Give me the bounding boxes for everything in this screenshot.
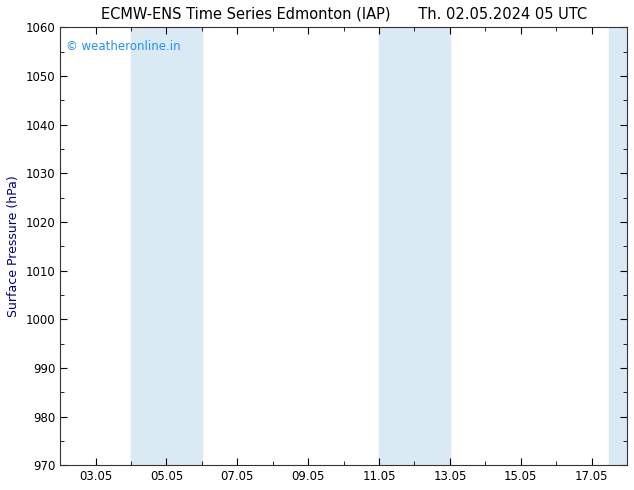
Bar: [131, 27, 202, 465]
Bar: [379, 27, 450, 465]
Title: ECMW-ENS Time Series Edmonton (IAP)      Th. 02.05.2024 05 UTC: ECMW-ENS Time Series Edmonton (IAP) Th. …: [101, 7, 586, 22]
Y-axis label: Surface Pressure (hPa): Surface Pressure (hPa): [7, 175, 20, 317]
Text: © weatheronline.in: © weatheronline.in: [66, 40, 181, 53]
Bar: [609, 27, 627, 465]
